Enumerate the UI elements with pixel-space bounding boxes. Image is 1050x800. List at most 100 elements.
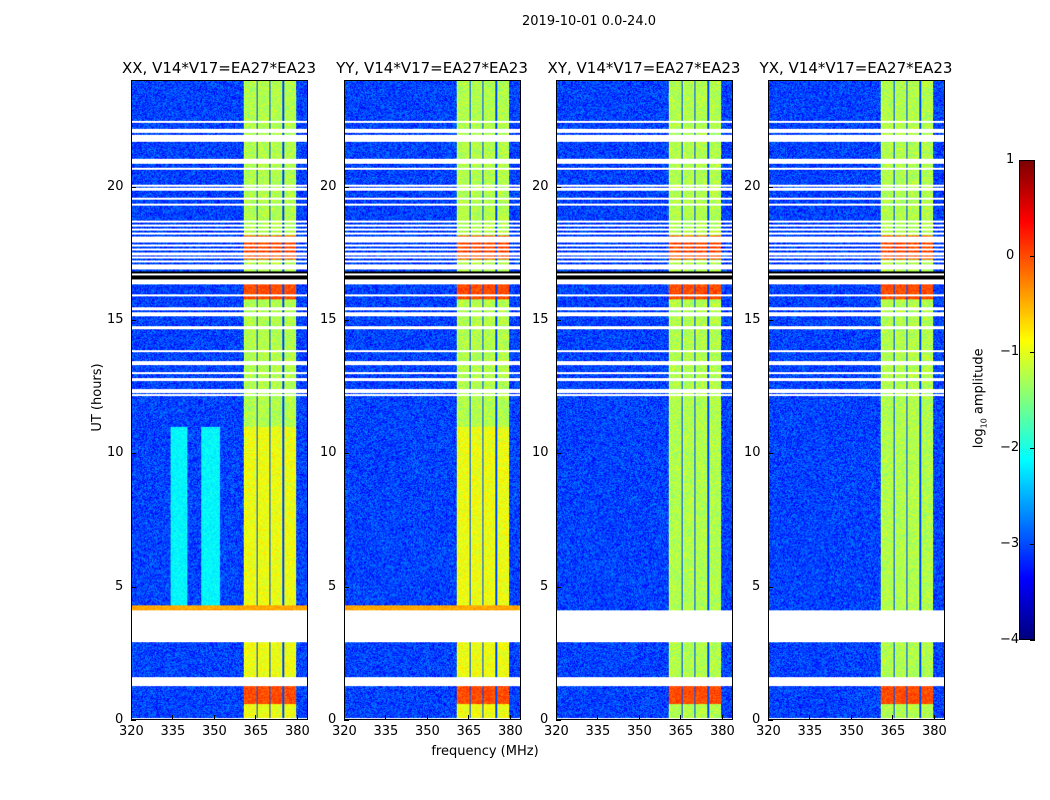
y-tick <box>768 320 773 321</box>
colorbar <box>1019 160 1035 640</box>
x-tick <box>721 715 723 720</box>
x-axis-label: frequency (MHz) <box>431 744 539 759</box>
x-tick <box>638 715 640 720</box>
y-tick <box>131 586 136 588</box>
colorbar-tick <box>1030 544 1035 545</box>
y-tick-label: 5 <box>752 578 761 594</box>
y-tick-label: 10 <box>532 445 549 461</box>
y-tick <box>556 586 561 588</box>
y-tick <box>768 586 773 588</box>
colorbar-tick-label: −2 <box>1000 440 1020 455</box>
x-tick-label: 335 <box>373 724 399 739</box>
panel-title: XX, V14*V17=EA27*EA23 <box>121 59 316 77</box>
y-tick-label: 10 <box>320 445 337 461</box>
y-tick-label: 20 <box>532 178 549 194</box>
panel-title: XY, V14*V17=EA27*EA23 <box>547 59 741 77</box>
y-tick <box>131 720 136 721</box>
y-tick-label: 10 <box>107 445 124 461</box>
x-tick <box>172 715 174 720</box>
y-tick <box>344 586 349 588</box>
x-tick-label: 350 <box>201 724 227 739</box>
colorbar-tick <box>1030 352 1035 353</box>
x-tick-label: 320 <box>756 724 781 739</box>
x-tick <box>344 715 345 720</box>
x-tick-label: 335 <box>797 724 823 739</box>
heatmap-panel <box>131 80 308 720</box>
heatmap-panel <box>768 80 945 720</box>
panel-title: YY, V14*V17=EA27*EA23 <box>336 59 528 77</box>
y-tick-label: 20 <box>107 178 124 194</box>
x-tick <box>556 715 557 720</box>
colorbar-tick-label: 1 <box>1006 152 1015 167</box>
x-tick <box>385 715 387 720</box>
figure-title: 2019-10-01 0.0-24.0 <box>522 14 656 29</box>
colorbar-tick-label: 0 <box>1006 248 1015 263</box>
x-tick <box>213 715 215 720</box>
y-tick <box>131 320 136 321</box>
x-tick-label: 350 <box>626 724 652 739</box>
y-tick-label: 15 <box>744 312 761 327</box>
y-tick-label: 5 <box>540 578 549 594</box>
x-tick <box>768 715 769 720</box>
x-tick <box>933 715 935 720</box>
x-tick <box>680 715 682 720</box>
y-tick <box>556 186 561 188</box>
x-tick-label: 380 <box>709 724 735 739</box>
colorbar-label: log10 amplitude <box>971 348 989 449</box>
y-tick <box>768 720 773 721</box>
x-tick <box>597 715 599 720</box>
y-tick-label: 15 <box>107 312 124 327</box>
heatmap-image <box>345 81 520 719</box>
x-tick-label: 350 <box>838 724 864 739</box>
colorbar-tick <box>1030 640 1035 641</box>
y-tick <box>556 720 561 721</box>
x-tick-label: 335 <box>585 724 611 739</box>
x-tick <box>892 715 894 720</box>
y-tick-label: 20 <box>744 178 761 194</box>
x-tick <box>509 715 511 720</box>
y-tick-label: 0 <box>540 712 549 727</box>
x-tick <box>809 715 811 720</box>
y-tick <box>344 320 349 321</box>
x-tick <box>850 715 852 720</box>
heatmap-image <box>769 81 944 719</box>
x-tick-label: 380 <box>284 724 310 739</box>
colorbar-tick-label: −4 <box>1000 632 1020 647</box>
x-tick <box>468 715 470 720</box>
y-tick-label: 5 <box>328 578 337 594</box>
y-tick-label: 15 <box>532 312 549 327</box>
x-tick-label: 380 <box>497 724 523 739</box>
colorbar-tick <box>1030 448 1035 449</box>
x-tick <box>426 715 428 720</box>
x-tick-label: 320 <box>119 724 144 739</box>
x-tick <box>131 715 132 720</box>
x-tick-label: 320 <box>332 724 357 739</box>
y-tick <box>768 453 773 455</box>
y-tick-label: 15 <box>320 312 337 327</box>
y-tick-label: 0 <box>752 712 761 727</box>
heatmap-image <box>132 81 307 719</box>
x-tick-label: 365 <box>880 724 906 739</box>
x-tick-label: 365 <box>456 724 482 739</box>
x-tick-label: 335 <box>160 724 186 739</box>
heatmap-panel <box>344 80 521 720</box>
y-tick-label: 0 <box>115 712 124 727</box>
y-axis-label: UT (hours) <box>90 363 105 432</box>
x-tick-label: 380 <box>921 724 947 739</box>
x-tick-label: 365 <box>243 724 269 739</box>
x-tick <box>296 715 298 720</box>
heatmap-image <box>557 81 732 719</box>
y-tick <box>344 453 349 455</box>
colorbar-tick <box>1030 256 1035 257</box>
colorbar-tick <box>1030 160 1035 161</box>
colorbar-tick-label: −3 <box>1000 536 1020 551</box>
heatmap-panel <box>556 80 733 720</box>
y-tick <box>344 186 349 188</box>
y-tick <box>556 453 561 455</box>
y-tick <box>768 186 773 188</box>
y-tick-label: 20 <box>320 178 337 194</box>
x-tick-label: 365 <box>668 724 694 739</box>
x-tick <box>255 715 257 720</box>
y-tick-label: 10 <box>744 445 761 461</box>
